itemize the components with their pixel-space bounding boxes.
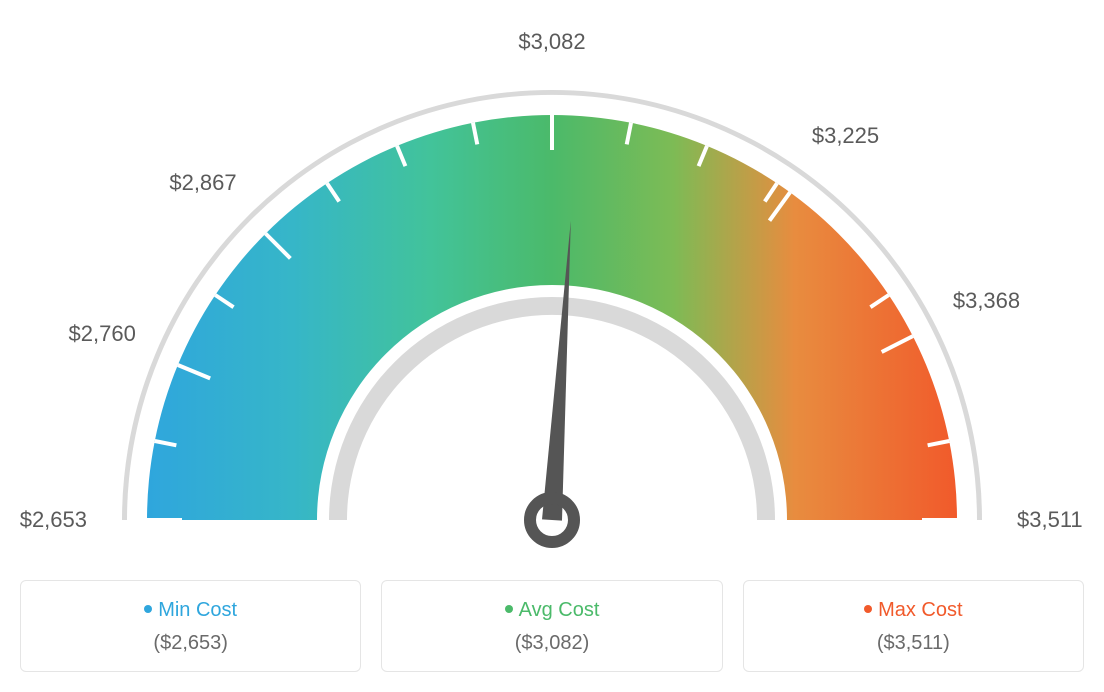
legend-max: Max Cost ($3,511) — [743, 580, 1084, 672]
legend-min: Min Cost ($2,653) — [20, 580, 361, 672]
gauge-tick-label: $3,368 — [953, 288, 1020, 314]
legend-max-value: ($3,511) — [754, 632, 1073, 655]
dot-icon — [864, 605, 872, 613]
dot-icon — [144, 605, 152, 613]
legend-min-label: Min Cost — [158, 599, 237, 621]
gauge-tick-label: $2,867 — [169, 170, 236, 196]
legend-max-title: Max Cost — [754, 599, 1073, 622]
legend-max-label: Max Cost — [878, 599, 962, 621]
chart-container: $2,653 $2,760 $2,867 $3,082 $3,225 $3,368 $3,5… — [20, 20, 1084, 672]
gauge: $2,653 $2,760 $2,867 $3,082 $3,225 $3,368 $3,5… — [20, 20, 1084, 560]
legend-min-value: ($2,653) — [31, 632, 350, 655]
gauge-tick-label: $3,511 — [1017, 507, 1083, 533]
gauge-tick-label: $3,225 — [812, 123, 879, 149]
gauge-tick-label: $2,760 — [69, 321, 136, 347]
legend-avg: Avg Cost ($3,082) — [381, 580, 722, 672]
legend-avg-label: Avg Cost — [519, 599, 600, 621]
legend-avg-title: Avg Cost — [392, 599, 711, 622]
legend-min-title: Min Cost — [31, 599, 350, 622]
legend-row: Min Cost ($2,653) Avg Cost ($3,082) Max … — [20, 580, 1084, 672]
dot-icon — [505, 605, 513, 613]
gauge-tick-label: $3,082 — [518, 29, 585, 55]
legend-avg-value: ($3,082) — [392, 632, 711, 655]
gauge-tick-label: $2,653 — [20, 507, 87, 533]
